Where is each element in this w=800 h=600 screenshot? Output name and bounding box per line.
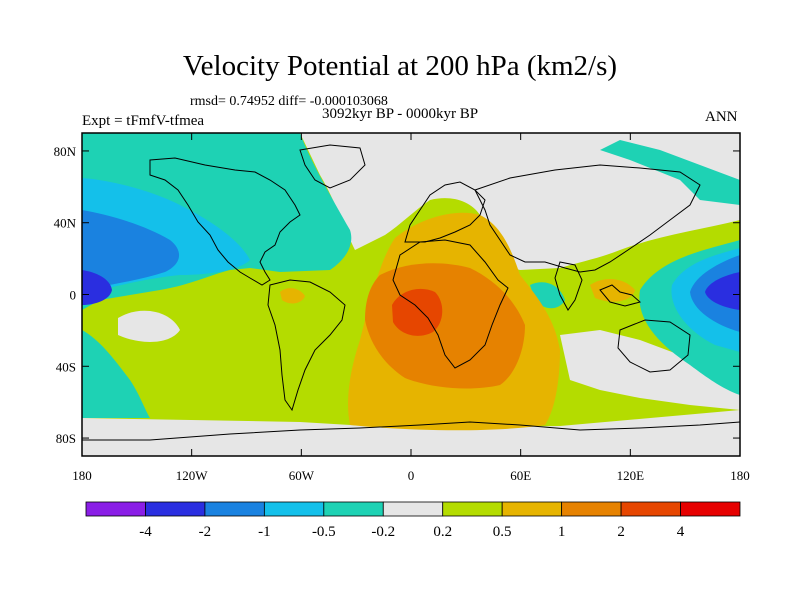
colorbar-swatch-3 <box>263 501 325 517</box>
colorbar-label: -4 <box>139 524 152 540</box>
x-tick-label: 180 <box>730 468 750 483</box>
x-tick-label: 120W <box>176 468 209 483</box>
coastlines <box>82 144 740 441</box>
colorbar: -4 -2 -1 -0.5 -0.2 0.2 0.5 1 2 4 <box>85 501 741 540</box>
contour-fields <box>82 133 740 456</box>
field-maritime-yellow <box>590 278 635 302</box>
coast-asia <box>474 164 701 273</box>
x-tick-label: 60E <box>510 468 531 483</box>
coast-north-america <box>149 157 301 286</box>
colorbar-swatch-1 <box>145 501 206 517</box>
field-pacific-blue <box>82 210 180 290</box>
colorbar-label: 4 <box>677 524 685 540</box>
colorbar-label: -0.2 <box>371 524 395 540</box>
experiment-label: Expt = tFmfV-tfmea <box>82 113 205 129</box>
x-tick-label: 0 <box>408 468 415 483</box>
field-indian-gray <box>560 330 740 410</box>
y-tick-label: 80N <box>54 144 77 159</box>
colorbar-swatch-5 <box>382 501 444 517</box>
colorbar-swatch-9 <box>620 501 681 517</box>
colorbar-label: -1 <box>258 524 271 540</box>
coast-australia <box>617 319 691 373</box>
colorbar-label: 0.2 <box>433 524 452 540</box>
field-caribbean-yellow <box>280 288 305 304</box>
colorbar-swatch-0 <box>85 501 146 517</box>
colorbar-label: 1 <box>558 524 566 540</box>
y-tick-label: 40S <box>56 359 76 374</box>
field-west-pacific-dark-blue <box>705 272 740 310</box>
season-label: ANN <box>705 109 738 125</box>
x-tick-label: 60W <box>289 468 315 483</box>
colorbar-label: 2 <box>617 524 625 540</box>
colorbar-label: -0.5 <box>312 524 336 540</box>
field-africa-red-orange <box>392 288 443 336</box>
coast-maritime-islands <box>599 284 642 307</box>
coast-europe <box>404 181 486 243</box>
x-tick-label: 120E <box>617 468 645 483</box>
colorbar-swatch-4 <box>323 501 384 517</box>
field-southern-gray <box>82 410 740 456</box>
colorbar-label: 0.5 <box>493 524 512 540</box>
field-east-teal <box>600 140 740 205</box>
colorbar-swatch-6 <box>442 501 503 517</box>
coast-africa <box>392 239 509 369</box>
colorbar-swatch-8 <box>561 501 622 517</box>
period-label: 3092kyr BP - 0000kyr BP <box>322 106 479 122</box>
coast-antarctica <box>82 421 740 441</box>
stats-line: rmsd= 0.74952 diff= -0.000103068 <box>190 94 388 109</box>
map-axes: 180 120W 60W 0 60E 120E 180 80N 40N 0 40S 80S <box>54 133 750 483</box>
colorbar-swatch-2 <box>204 501 265 517</box>
colorbar-swatch-10 <box>680 501 741 517</box>
field-south-pacific-gray <box>118 310 180 342</box>
field-pacific-dark-blue <box>82 270 112 305</box>
x-tick-label: 180 <box>72 468 92 483</box>
colorbar-label: -2 <box>199 524 212 540</box>
colorbar-swatch-7 <box>501 501 563 517</box>
y-tick-label: 80S <box>56 431 76 446</box>
y-tick-label: 0 <box>70 288 77 303</box>
chart-title: Velocity Potential at 200 hPa (km2/s) <box>182 50 618 82</box>
coast-south-america <box>267 279 346 412</box>
field-south-pacific-teal <box>82 330 150 418</box>
coast-india <box>554 261 583 311</box>
coast-greenland <box>299 144 366 189</box>
y-tick-label: 40N <box>54 216 77 231</box>
